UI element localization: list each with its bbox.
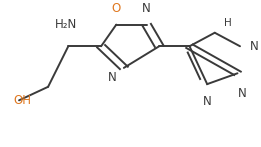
Text: N: N xyxy=(142,2,151,15)
Text: H: H xyxy=(224,18,231,28)
Text: N: N xyxy=(250,40,259,53)
Text: O: O xyxy=(112,2,121,15)
Text: OH: OH xyxy=(14,94,32,107)
Text: N: N xyxy=(108,71,116,84)
Text: N: N xyxy=(203,95,212,108)
Text: N: N xyxy=(238,87,246,100)
Text: H₂N: H₂N xyxy=(55,18,77,31)
